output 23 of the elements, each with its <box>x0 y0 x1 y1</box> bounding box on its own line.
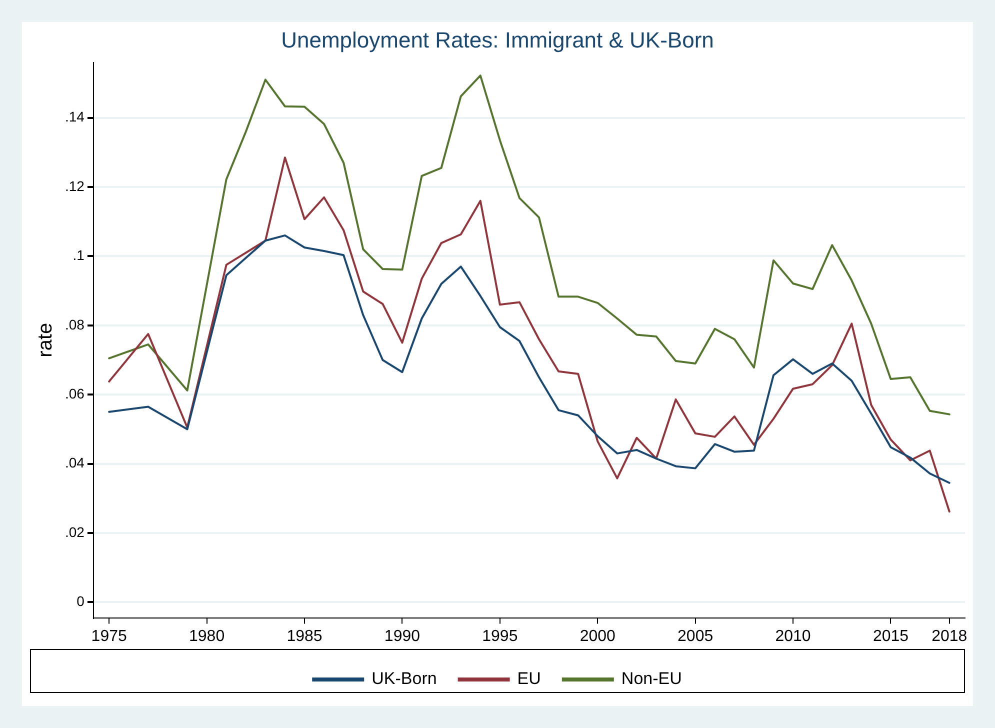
y-tick-label: .04 <box>64 454 85 471</box>
legend-label: Non-EU <box>621 669 682 688</box>
x-tick-label: 1980 <box>189 628 225 645</box>
x-tick-label: 1975 <box>91 628 127 645</box>
y-tick-label: .1 <box>72 247 85 264</box>
x-tick-label: 2010 <box>775 628 811 645</box>
y-tick-label: .12 <box>64 178 85 194</box>
y-tick-label: .14 <box>64 108 85 125</box>
y-tick-label: .06 <box>64 385 85 402</box>
y-axis-title: rate <box>34 322 57 358</box>
x-tick-label: 2018 <box>932 628 968 645</box>
x-tick-label: 1995 <box>482 628 518 645</box>
x-tick-label: 2005 <box>678 628 714 645</box>
chart-title: Unemployment Rates: Immigrant & UK-Born <box>281 27 714 52</box>
x-tick-label: 2015 <box>872 628 909 645</box>
y-tick-label: .08 <box>64 316 85 332</box>
legend-label: EU <box>517 669 541 688</box>
y-tick-label: 0 <box>76 593 85 610</box>
x-tick-label: 1985 <box>286 628 322 645</box>
y-tick-label: .02 <box>64 524 85 540</box>
x-tick-label: 1990 <box>384 628 420 645</box>
x-tick-label: 2000 <box>580 628 616 645</box>
legend-label: UK-Born <box>372 669 437 688</box>
